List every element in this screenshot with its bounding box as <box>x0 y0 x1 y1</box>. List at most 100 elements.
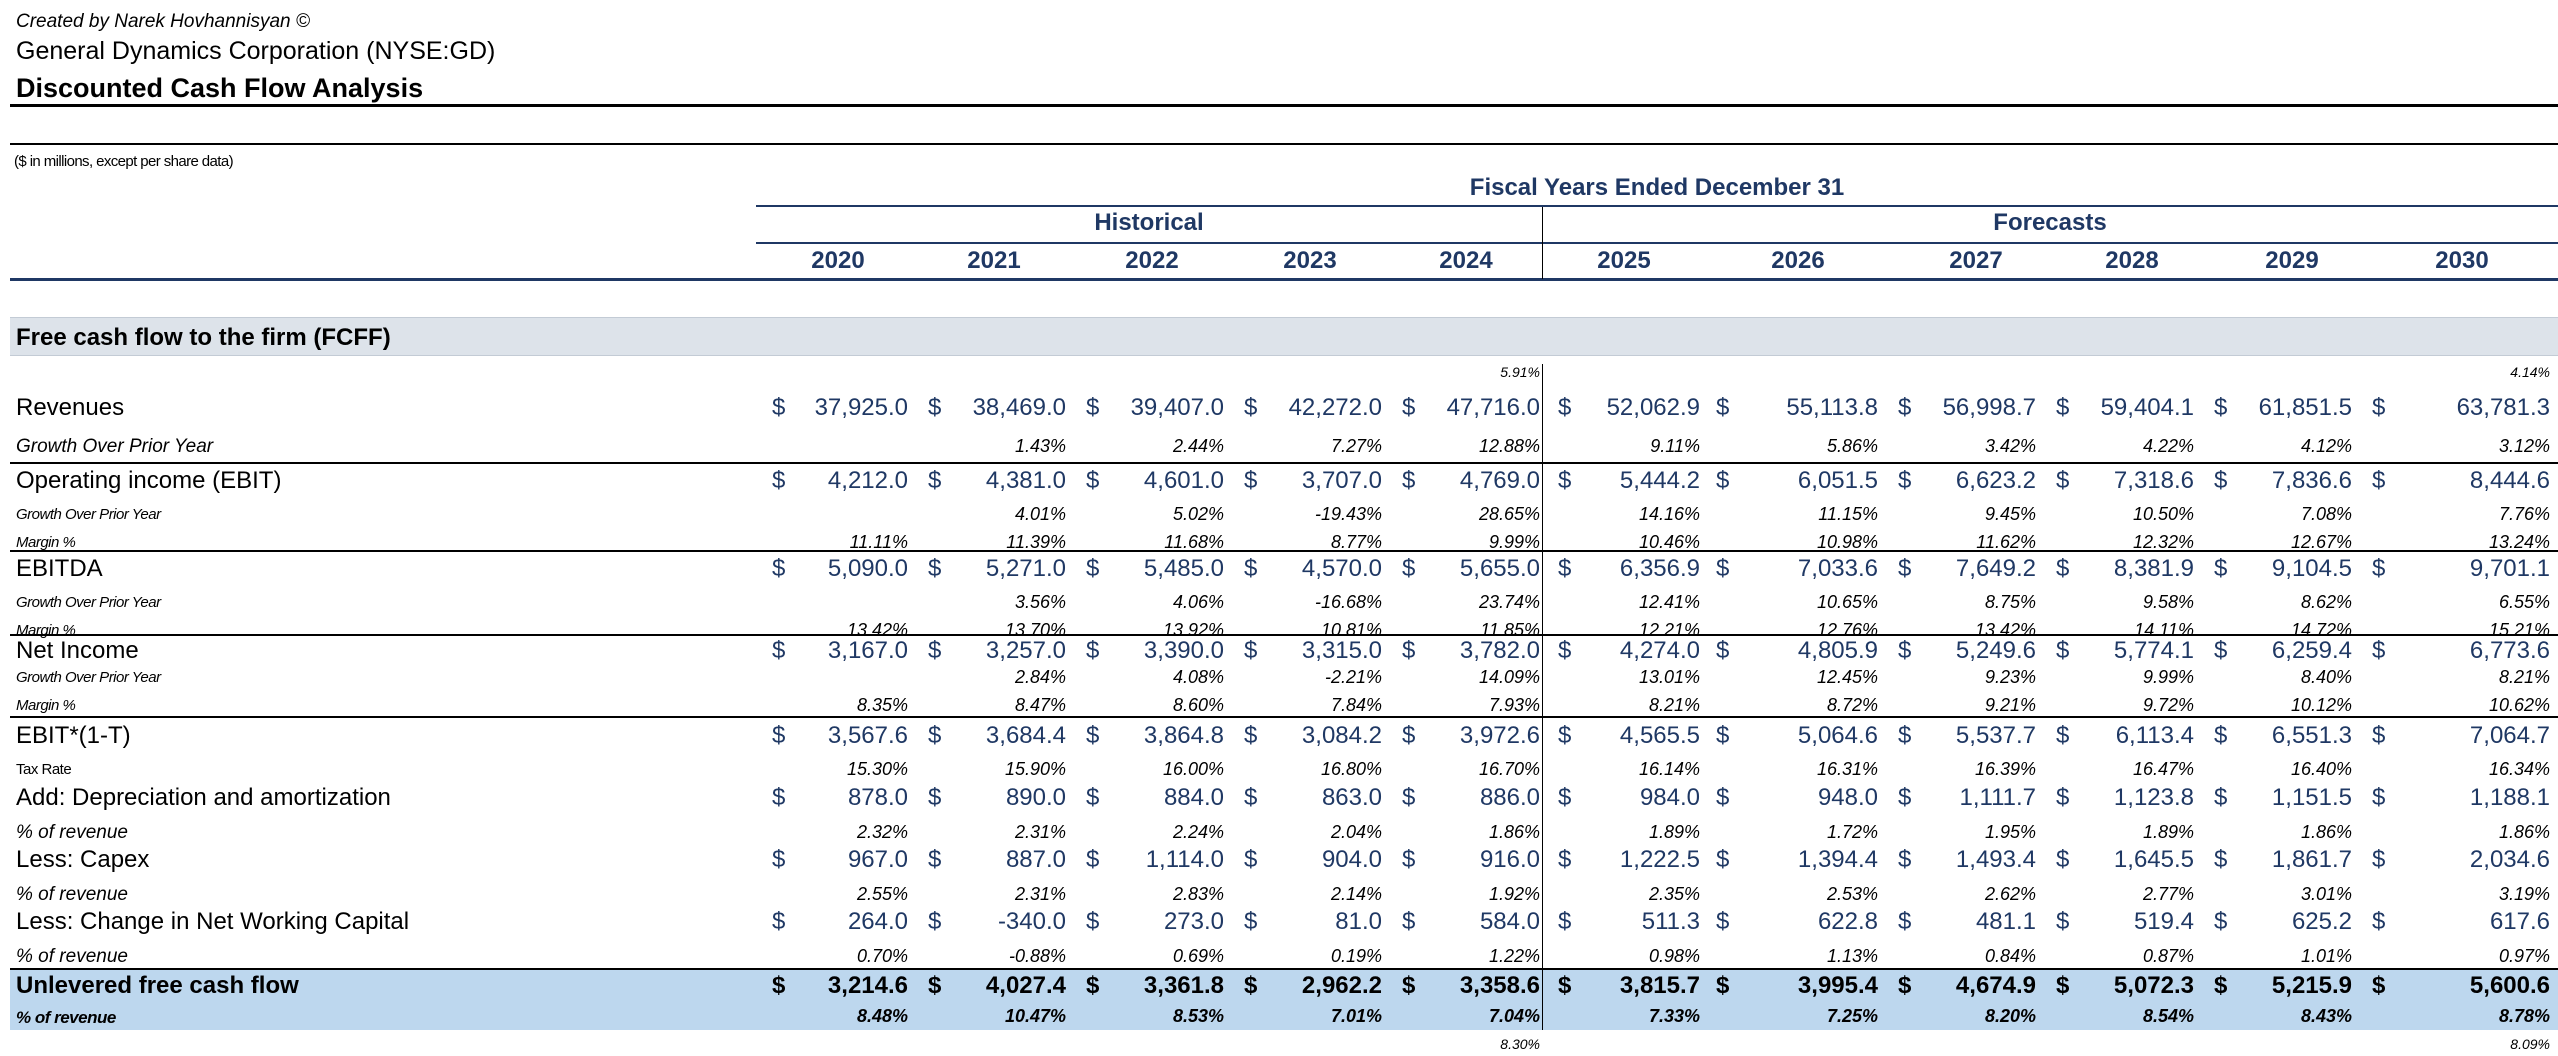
pct-nwc-2024: 1.22% <box>1488 946 1540 966</box>
pct-ufcf-2024: 7.04% <box>1488 1006 1540 1026</box>
pct-ebit-2023: -19.43% <box>1314 504 1382 524</box>
historical-header: Historical <box>1094 209 1204 236</box>
value-ebit-2024: 4,769.0 <box>1459 467 1540 494</box>
row-label-ebit: Operating income (EBIT) <box>16 467 282 494</box>
value-nopat-2024: 3,972.6 <box>1459 722 1540 749</box>
pct-ebit-2025: 14.16% <box>1638 504 1700 524</box>
pct-da-2022: 2.24% <box>1172 822 1224 842</box>
pct-capex-2028: 2.77% <box>2142 884 2194 904</box>
pct-net_income-2021: 2.84% <box>1014 667 1066 687</box>
currency-symbol: $ <box>1244 467 1258 494</box>
currency-symbol: $ <box>1558 784 1572 811</box>
value-revenues-2023: 42,272.0 <box>1288 394 1382 421</box>
value-capex-2021: 887.0 <box>1005 846 1066 873</box>
value-net_income-2027: 5,249.6 <box>1955 637 2036 664</box>
pct-capex-2024: 1.92% <box>1488 884 1540 904</box>
value-nopat-2028: 6,113.4 <box>2115 722 2194 749</box>
pct-ebit-2030: 7.76% <box>2498 504 2550 524</box>
value-ebit-2022: 4,601.0 <box>1143 467 1224 494</box>
currency-symbol: $ <box>2214 722 2228 749</box>
title-rule-thin <box>10 143 2558 145</box>
pct-ebit-2020: 11.11% <box>849 532 908 552</box>
value-capex-2029: 1,861.7 <box>2271 846 2352 873</box>
pct-revenues-2025: 9.11% <box>1650 436 1700 456</box>
currency-symbol: $ <box>2372 394 2386 421</box>
year-header-2027: 2027 <box>1949 247 2003 274</box>
value-ufcf-2030: 5,600.6 <box>2469 972 2550 999</box>
value-ebitda-2022: 5,485.0 <box>1143 555 1224 582</box>
pct-nopat-2026: 16.31% <box>1816 759 1878 779</box>
pct-net_income-2022: 4.08% <box>1172 667 1224 687</box>
value-da-2029: 1,151.5 <box>2271 784 2352 811</box>
year-header-2029: 2029 <box>2265 247 2319 274</box>
pct-capex-2022: 2.83% <box>1172 884 1224 904</box>
value-net_income-2022: 3,390.0 <box>1143 637 1224 664</box>
pct-nwc-2025: 0.98% <box>1648 946 1700 966</box>
pct-revenues-2022: 2.44% <box>1172 436 1224 456</box>
currency-symbol: $ <box>1716 784 1730 811</box>
value-net_income-2029: 6,259.4 <box>2271 637 2352 664</box>
sub-label-revenues: Growth Over Prior Year <box>16 436 214 457</box>
pct-revenues-2024: 12.88% <box>1478 436 1540 456</box>
value-capex-2026: 1,394.4 <box>1797 846 1878 873</box>
pct-net_income-2021: 8.47% <box>1014 695 1066 715</box>
value-da-2025: 984.0 <box>1639 784 1700 811</box>
currency-symbol: $ <box>1716 637 1730 664</box>
currency-symbol: $ <box>1086 972 1100 999</box>
value-ufcf-2025: 3,815.7 <box>1619 972 1700 999</box>
currency-symbol: $ <box>1898 467 1912 494</box>
currency-symbol: $ <box>772 722 786 749</box>
page-title: Discounted Cash Flow Analysis <box>16 73 424 103</box>
value-revenues-2029: 61,851.5 <box>2258 394 2352 421</box>
currency-symbol: $ <box>1716 467 1730 494</box>
currency-symbol: $ <box>2056 555 2070 582</box>
value-nwc-2027: 481.1 <box>1975 908 2036 935</box>
currency-symbol: $ <box>1898 908 1912 935</box>
pct-net_income-2020: 8.35% <box>856 695 908 715</box>
currency-symbol: $ <box>1402 972 1416 999</box>
group-rule <box>756 242 2558 244</box>
value-revenues-2028: 59,404.1 <box>2100 394 2194 421</box>
pct-ufcf-2028: 8.54% <box>2142 1006 2194 1026</box>
year-header-2024: 2024 <box>1439 247 1493 274</box>
pct-ebit-2027: 9.45% <box>1984 504 2036 524</box>
currency-symbol: $ <box>2056 972 2070 999</box>
pct-ebitda-2025: 12.41% <box>1638 592 1700 612</box>
fiscal-rule <box>756 205 2558 207</box>
currency-symbol: $ <box>2056 394 2070 421</box>
pct-ebit-2026: 11.15% <box>1818 504 1878 524</box>
pct-nopat-2023: 16.80% <box>1320 759 1382 779</box>
value-capex-2020: 967.0 <box>847 846 908 873</box>
row-label-capex: Less: Capex <box>16 846 150 873</box>
pct-net_income-2027: 9.21% <box>1984 695 2036 715</box>
pct-revenues-2028: 4.22% <box>2142 436 2194 456</box>
sub-label-net_income: Margin % <box>16 697 76 714</box>
currency-symbol: $ <box>928 784 942 811</box>
currency-symbol: $ <box>772 555 786 582</box>
value-ebitda-2028: 8,381.9 <box>2113 555 2194 582</box>
currency-symbol: $ <box>2214 972 2228 999</box>
currency-symbol: $ <box>2214 555 2228 582</box>
pct-ebitda-2028: 9.58% <box>2142 592 2194 612</box>
row-label-da: Add: Depreciation and amortization <box>16 784 391 811</box>
year-header-2025: 2025 <box>1597 247 1651 274</box>
body-divider <box>1542 364 1543 1030</box>
currency-symbol: $ <box>1402 908 1416 935</box>
pct-capex-2023: 2.14% <box>1330 884 1382 904</box>
currency-symbol: $ <box>1402 784 1416 811</box>
currency-symbol: $ <box>772 394 786 421</box>
value-net_income-2021: 3,257.0 <box>985 637 1066 664</box>
note-bottom-2024: 8.30% <box>1500 1036 1540 1052</box>
value-ebitda-2025: 6,356.9 <box>1619 555 1700 582</box>
currency-symbol: $ <box>1898 394 1912 421</box>
pct-ebit-2025: 10.46% <box>1638 532 1700 552</box>
value-da-2026: 948.0 <box>1817 784 1878 811</box>
value-net_income-2026: 4,805.9 <box>1797 637 1878 664</box>
currency-symbol: $ <box>1086 846 1100 873</box>
currency-symbol: $ <box>772 637 786 664</box>
year-header-2030: 2030 <box>2435 247 2489 274</box>
pct-net_income-2025: 13.01% <box>1638 667 1700 687</box>
pct-capex-2030: 3.19% <box>2498 884 2550 904</box>
value-ebit-2025: 5,444.2 <box>1619 467 1700 494</box>
value-ufcf-2026: 3,995.4 <box>1797 972 1878 999</box>
